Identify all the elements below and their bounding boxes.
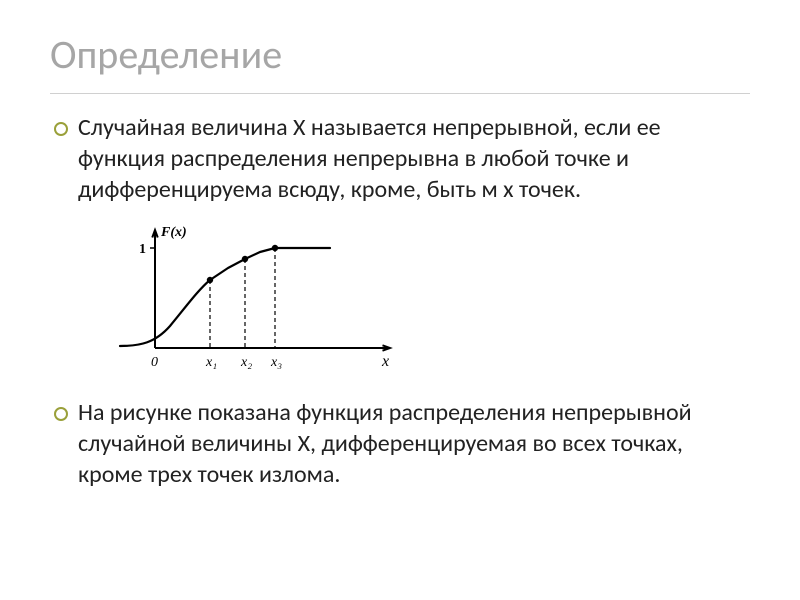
svg-text:x: x — [381, 353, 389, 370]
title-divider — [50, 93, 750, 94]
bullet-item-2: На рисунке показана функция распределени… — [50, 397, 750, 491]
svg-text:x₃: x₃ — [270, 355, 282, 370]
bullet-item-1: Случайная величина Х называется непрерыв… — [50, 112, 750, 206]
cdf-chart-svg: F(x) x 1 0 x₁ x₂ x₃ — [100, 218, 400, 378]
svg-text:1: 1 — [139, 242, 146, 257]
svg-text:F(x): F(x) — [160, 225, 187, 240]
bullet-list-2: На рисунке показана функция распределени… — [50, 397, 750, 491]
svg-text:0: 0 — [151, 355, 158, 370]
svg-text:x₂: x₂ — [240, 355, 252, 370]
bullet-list: Случайная величина Х называется непрерыв… — [50, 112, 750, 206]
svg-text:x₁: x₁ — [205, 355, 217, 370]
cdf-chart: F(x) x 1 0 x₁ x₂ x₃ — [100, 218, 750, 383]
slide-title: Определение — [50, 30, 750, 79]
